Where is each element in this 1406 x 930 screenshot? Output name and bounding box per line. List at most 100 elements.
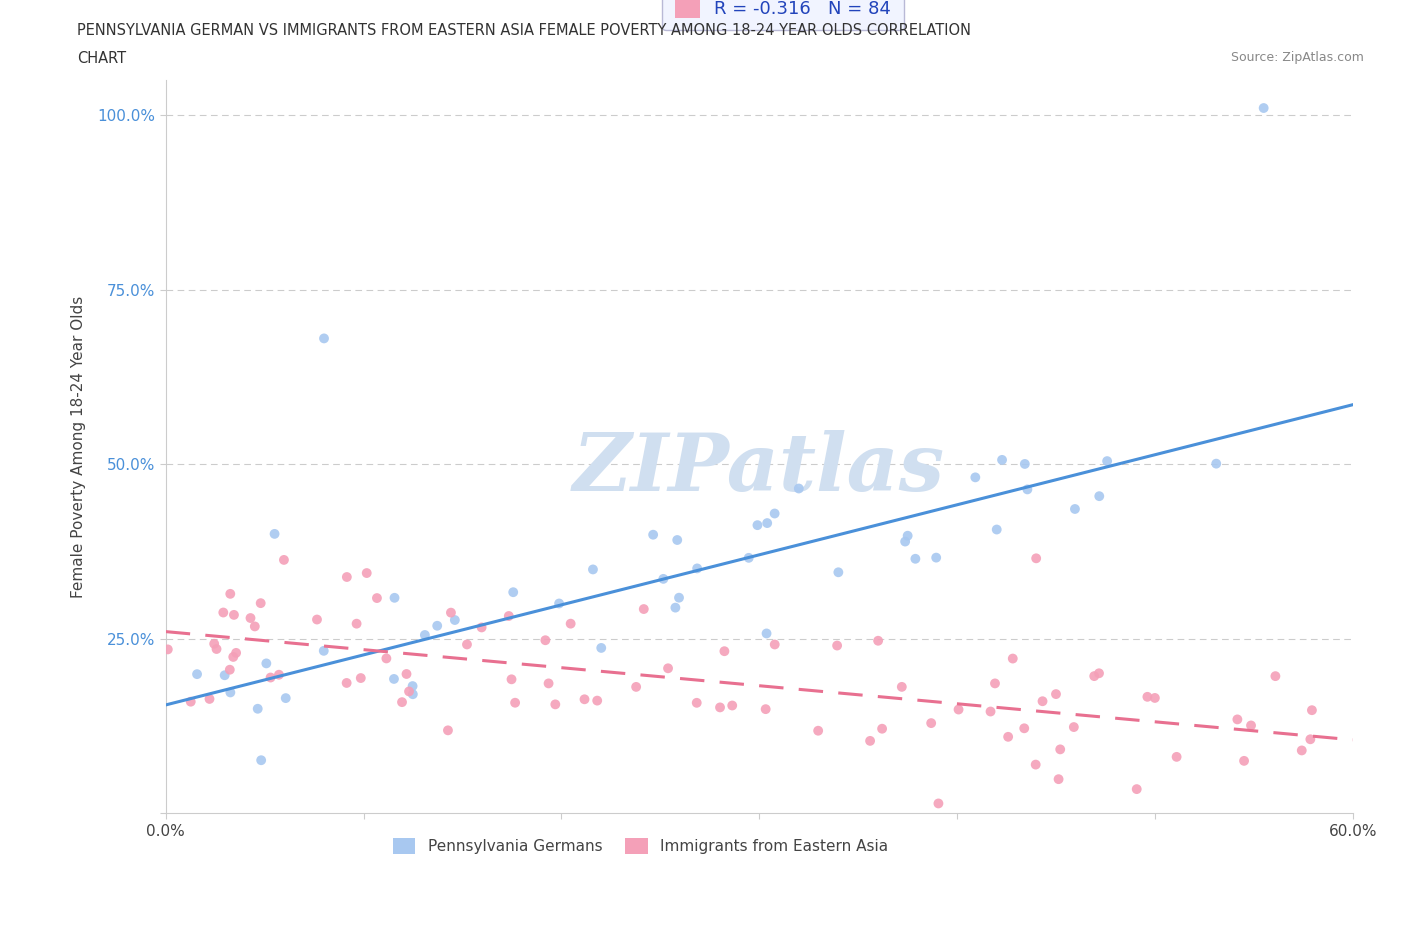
Point (548, 596, 571, 611)
Point (336, 569, 359, 584)
Point (747, 518, 769, 533)
Point (384, 591, 406, 605)
Point (382, 671, 405, 686)
Point (591, 641, 613, 656)
Point (212, 605, 235, 620)
Point (1095, 454, 1118, 469)
Point (401, 679, 423, 694)
Text: PENNSYLVANIA GERMAN VS IMMIGRANTS FROM EASTERN ASIA FEMALE POVERTY AMONG 18-24 Y: PENNSYLVANIA GERMAN VS IMMIGRANTS FROM E… (77, 23, 972, 38)
Point (375, 651, 398, 666)
Point (763, 506, 786, 521)
Point (633, 602, 655, 617)
Point (1233, 753, 1256, 768)
Point (755, 702, 778, 717)
Point (312, 331, 335, 346)
Point (273, 552, 295, 567)
Point (402, 686, 425, 701)
Point (980, 704, 1002, 719)
Point (1136, 689, 1159, 704)
Point (1049, 742, 1071, 757)
Point (666, 533, 689, 548)
Point (205, 642, 228, 657)
Point (668, 591, 690, 605)
Point (198, 692, 221, 707)
Point (259, 671, 281, 685)
Point (1205, 457, 1227, 472)
Point (870, 722, 893, 737)
Point (721, 698, 744, 713)
Text: CHART: CHART (77, 51, 127, 66)
Point (1291, 743, 1313, 758)
Point (413, 628, 436, 643)
Point (1226, 712, 1249, 727)
Text: ZIPatlas: ZIPatlas (574, 430, 945, 508)
Point (440, 605, 463, 620)
Point (1045, 686, 1067, 701)
Point (225, 645, 247, 660)
Point (1301, 703, 1323, 718)
Point (686, 696, 709, 711)
Point (312, 644, 335, 658)
Point (498, 608, 520, 623)
Point (1025, 757, 1047, 772)
Point (537, 676, 560, 691)
Point (471, 620, 494, 635)
Point (1143, 690, 1166, 705)
Point (1264, 669, 1286, 684)
Point (214, 668, 236, 683)
Point (398, 684, 420, 698)
Point (1253, 100, 1275, 115)
Point (1031, 694, 1053, 709)
Point (1083, 669, 1105, 684)
Point (763, 637, 786, 652)
Point (1025, 551, 1047, 565)
Point (948, 702, 970, 717)
Point (1014, 457, 1036, 472)
Point (254, 656, 277, 671)
Point (346, 617, 368, 631)
Point (1063, 720, 1085, 735)
Point (927, 796, 949, 811)
Point (1299, 732, 1322, 747)
Point (501, 671, 523, 686)
Point (825, 638, 848, 653)
Point (1088, 666, 1111, 681)
Point (250, 752, 273, 767)
Point (218, 662, 240, 677)
Point (925, 551, 948, 565)
Point (246, 701, 269, 716)
Point (1088, 489, 1111, 504)
Point (263, 526, 285, 541)
Point (1001, 651, 1024, 666)
Point (991, 452, 1014, 467)
Point (904, 551, 927, 566)
Point (686, 561, 709, 576)
Point (186, 667, 208, 682)
Point (624, 680, 647, 695)
Point (756, 515, 779, 530)
Point (643, 527, 665, 542)
Point (267, 668, 290, 683)
Point (986, 522, 1008, 537)
Point (827, 565, 849, 579)
Point (156, 642, 179, 657)
Point (391, 695, 413, 710)
Point (859, 734, 882, 749)
Point (1047, 772, 1070, 787)
Point (664, 600, 686, 615)
Point (920, 716, 942, 731)
Point (243, 619, 266, 634)
Point (1166, 750, 1188, 764)
Point (219, 587, 242, 602)
Point (222, 649, 245, 664)
Point (180, 695, 202, 710)
Point (997, 729, 1019, 744)
Point (1125, 782, 1147, 797)
Point (709, 700, 731, 715)
Point (502, 585, 524, 600)
Point (503, 696, 526, 711)
Point (755, 626, 778, 641)
Point (222, 607, 245, 622)
Point (868, 633, 890, 648)
Point (657, 661, 679, 676)
